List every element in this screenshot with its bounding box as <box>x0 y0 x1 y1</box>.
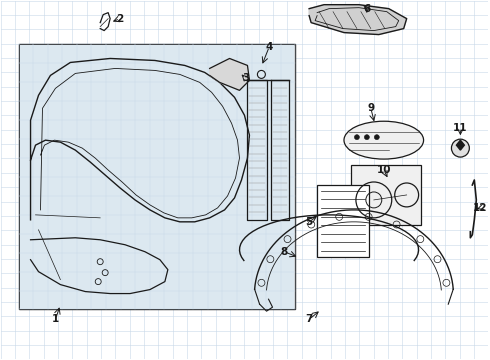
Text: 6: 6 <box>363 4 370 14</box>
Text: 11: 11 <box>453 123 467 133</box>
Polygon shape <box>210 58 249 90</box>
Circle shape <box>365 135 369 140</box>
Ellipse shape <box>344 121 423 159</box>
Text: 10: 10 <box>376 165 391 175</box>
Text: 4: 4 <box>266 41 273 51</box>
Circle shape <box>451 139 469 157</box>
Bar <box>19 44 295 310</box>
Text: 8: 8 <box>281 247 288 257</box>
Text: 7: 7 <box>305 314 313 324</box>
Circle shape <box>354 135 359 140</box>
FancyBboxPatch shape <box>351 165 420 225</box>
Text: 1: 1 <box>52 314 59 324</box>
Polygon shape <box>456 140 465 150</box>
Text: 2: 2 <box>117 14 123 24</box>
Polygon shape <box>309 5 407 35</box>
Bar <box>317 185 369 257</box>
Text: 3: 3 <box>242 73 249 84</box>
Bar <box>20 45 294 309</box>
Circle shape <box>374 135 379 140</box>
Text: 9: 9 <box>368 103 374 113</box>
Text: 5: 5 <box>306 217 313 227</box>
Text: 12: 12 <box>473 203 488 213</box>
